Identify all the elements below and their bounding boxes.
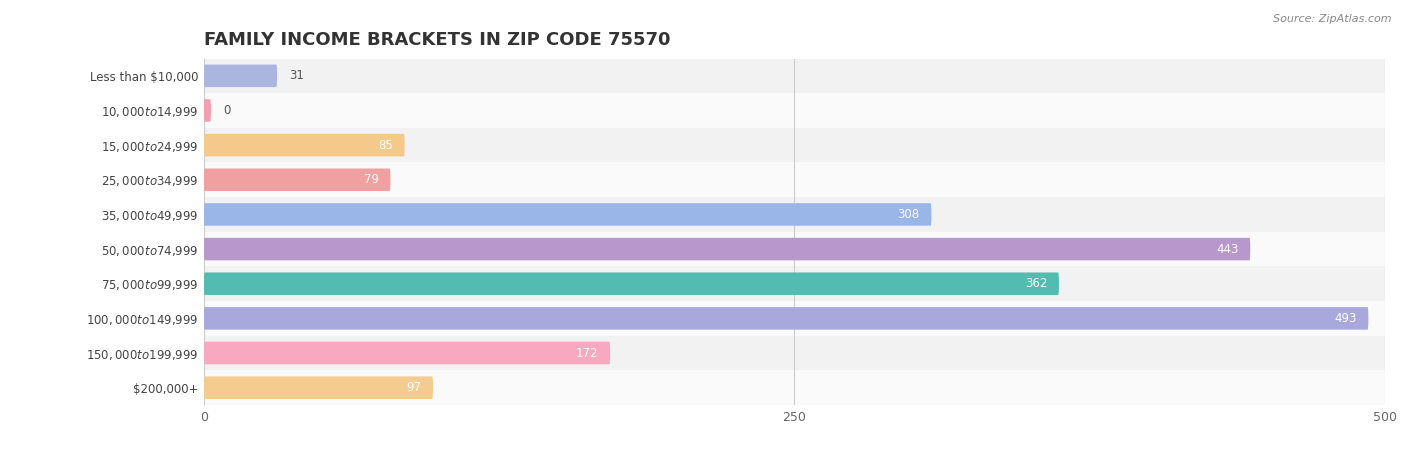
- Bar: [204, 232, 1385, 266]
- Text: 31: 31: [288, 69, 304, 82]
- FancyBboxPatch shape: [204, 376, 433, 399]
- Text: 443: 443: [1216, 243, 1239, 256]
- Text: 172: 172: [576, 346, 599, 360]
- Text: FAMILY INCOME BRACKETS IN ZIP CODE 75570: FAMILY INCOME BRACKETS IN ZIP CODE 75570: [204, 31, 671, 49]
- Bar: [204, 93, 1385, 128]
- Bar: [204, 162, 1385, 197]
- Bar: [204, 266, 1385, 301]
- Text: 362: 362: [1025, 277, 1047, 290]
- Text: 493: 493: [1334, 312, 1357, 325]
- FancyBboxPatch shape: [204, 342, 610, 365]
- Text: 308: 308: [897, 208, 920, 221]
- FancyBboxPatch shape: [204, 168, 391, 191]
- Bar: [204, 370, 1385, 405]
- FancyBboxPatch shape: [204, 238, 1250, 261]
- Bar: [204, 128, 1385, 162]
- Bar: [204, 58, 1385, 93]
- FancyBboxPatch shape: [204, 99, 211, 122]
- Text: 85: 85: [378, 139, 392, 152]
- FancyBboxPatch shape: [204, 64, 277, 87]
- FancyBboxPatch shape: [204, 307, 1368, 330]
- Text: 0: 0: [222, 104, 231, 117]
- Text: 97: 97: [406, 381, 422, 394]
- FancyBboxPatch shape: [204, 272, 1059, 295]
- Bar: [204, 197, 1385, 232]
- Text: 79: 79: [364, 173, 378, 186]
- Bar: [204, 336, 1385, 370]
- FancyBboxPatch shape: [204, 134, 405, 157]
- Bar: [204, 301, 1385, 336]
- Text: Source: ZipAtlas.com: Source: ZipAtlas.com: [1274, 14, 1392, 23]
- FancyBboxPatch shape: [204, 203, 931, 226]
